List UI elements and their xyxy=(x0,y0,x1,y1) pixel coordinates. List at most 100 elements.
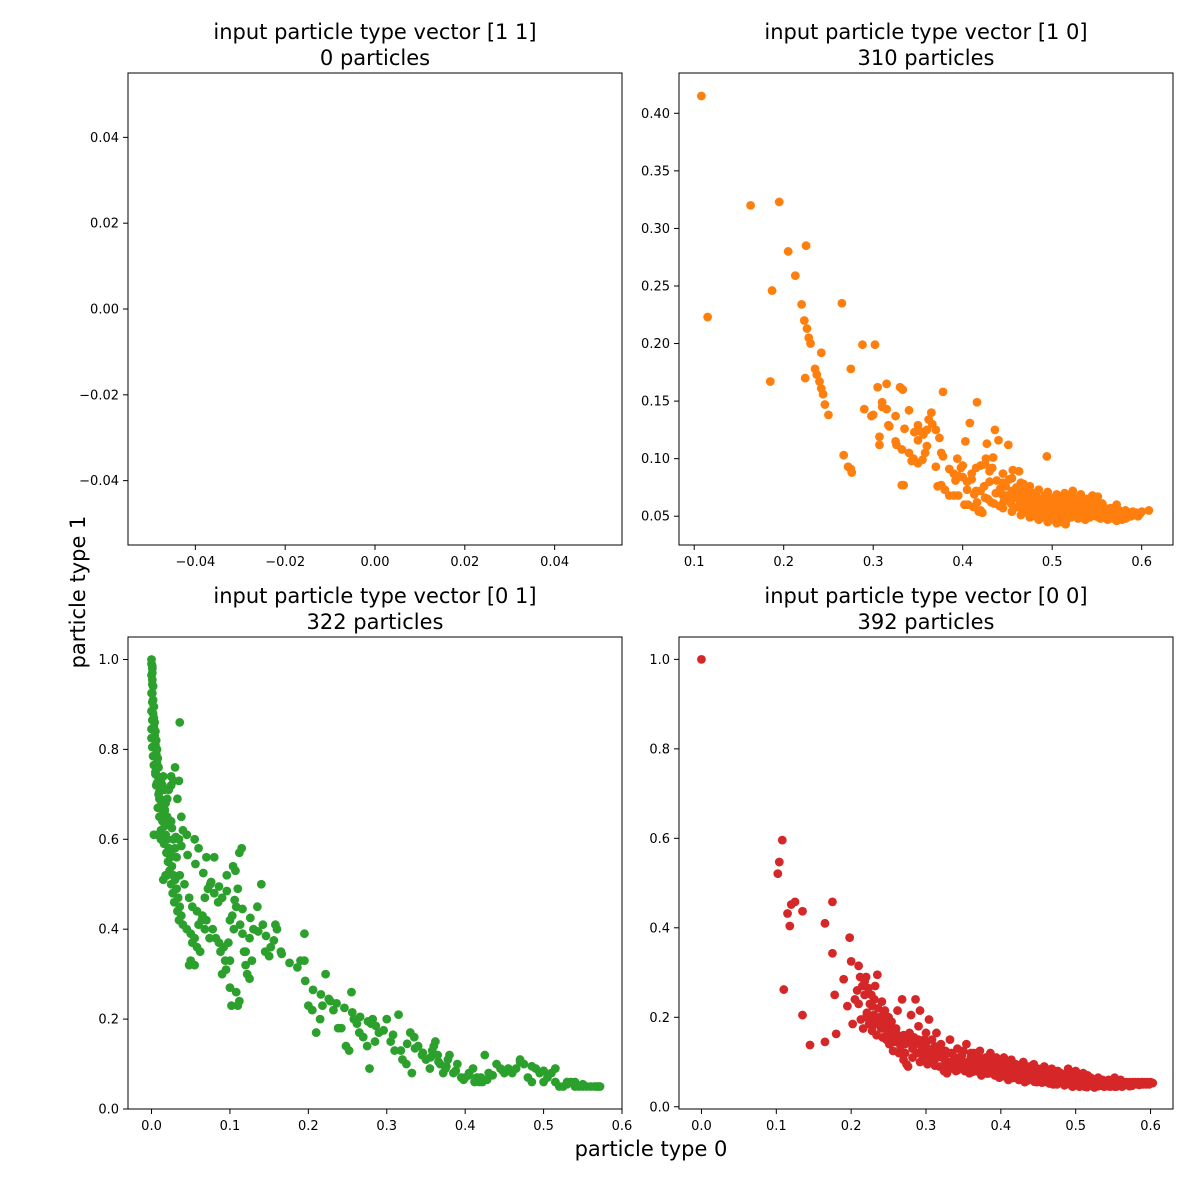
x-tick-label: 0.2 xyxy=(298,1119,319,1134)
y-tick-label: 0.05 xyxy=(641,510,670,525)
scatter-point xyxy=(214,882,224,891)
scatter-point xyxy=(1061,519,1071,529)
scatter-point xyxy=(272,924,282,934)
scatter-point xyxy=(527,1061,537,1071)
scatter-point xyxy=(221,965,231,975)
scatter-point xyxy=(1079,496,1088,506)
scatter-point xyxy=(1042,451,1052,461)
scatter-point xyxy=(266,942,276,952)
scatter-point xyxy=(147,724,156,734)
x-tick-label: 0.4 xyxy=(455,1119,476,1134)
scatter-point xyxy=(805,1040,815,1050)
scatter-point xyxy=(1057,1078,1067,1087)
scatter-point xyxy=(158,771,168,781)
scatter-point xyxy=(870,981,880,991)
scatter-point xyxy=(347,987,356,997)
scatter-point xyxy=(194,843,203,853)
scatter-point xyxy=(977,508,987,518)
scatter-point xyxy=(875,432,884,442)
scatter-point xyxy=(527,1077,537,1087)
y-tick-label: −0.02 xyxy=(79,388,119,403)
scatter-point xyxy=(906,1010,916,1020)
scatter-point xyxy=(945,1064,955,1074)
scatter-point xyxy=(329,1005,338,1015)
scatter-point xyxy=(962,477,972,487)
scatter-point xyxy=(1123,508,1133,518)
scatter-point xyxy=(409,1032,419,1042)
scatter-point xyxy=(1132,510,1142,520)
y-tick-label: 0.40 xyxy=(641,107,670,122)
y-tick-label: 0.0 xyxy=(98,1103,119,1118)
scatter-point xyxy=(915,1006,925,1015)
scatter-point xyxy=(1016,510,1026,520)
scatter-point xyxy=(944,1048,953,1058)
scatter-point xyxy=(1007,1059,1017,1069)
scatter-series xyxy=(147,655,605,1091)
scatter-point xyxy=(1015,1061,1024,1070)
scatter-point xyxy=(1065,1079,1075,1088)
y-tick-label: 0.2 xyxy=(649,1011,670,1026)
scatter-point xyxy=(697,654,706,664)
scatter-point xyxy=(1052,1068,1062,1078)
scatter-point xyxy=(225,983,235,993)
scatter-point xyxy=(1144,506,1154,515)
scatter-point xyxy=(382,1014,392,1024)
x-tick-label: 0.4 xyxy=(952,555,973,570)
scatter-point xyxy=(854,999,864,1009)
scatter-point xyxy=(913,435,923,445)
x-tick-label: 0.5 xyxy=(1065,1119,1086,1134)
scatter-point xyxy=(147,679,157,689)
scatter-point xyxy=(820,400,830,409)
scatter-point xyxy=(1095,1081,1105,1091)
scatter-point xyxy=(1067,507,1077,517)
scatter-point xyxy=(285,958,294,968)
scatter-point xyxy=(867,411,876,421)
scatter-point xyxy=(410,1043,420,1053)
y-tick-label: 0.20 xyxy=(641,337,670,352)
scatter-point xyxy=(390,1046,399,1055)
x-tick-label: 0.2 xyxy=(841,1119,862,1134)
scatter-point xyxy=(962,1039,971,1049)
scatter-point xyxy=(1134,1080,1144,1090)
scatter-point xyxy=(938,387,948,397)
scatter-point xyxy=(468,1064,478,1073)
panel-title-line-2: 310 particles xyxy=(858,46,995,70)
scatter-point xyxy=(318,1001,327,1011)
panel-title-line-1: input particle type vector [1 0] xyxy=(764,20,1087,44)
scatter-point xyxy=(459,1075,469,1085)
scatter-point xyxy=(163,814,173,824)
scatter-point xyxy=(300,956,309,966)
scatter-point xyxy=(990,1070,1000,1079)
scatter-point xyxy=(190,834,200,844)
scatter-point xyxy=(365,1064,374,1073)
x-tick-label: 0.6 xyxy=(612,1119,633,1134)
scatter-point xyxy=(445,1050,454,1060)
scatter-point xyxy=(972,498,982,507)
scatter-point xyxy=(324,994,334,1004)
x-tick-label: 0.6 xyxy=(1131,555,1152,570)
scatter-point xyxy=(170,762,180,772)
scatter-point xyxy=(917,1048,927,1058)
scatter-point xyxy=(191,859,200,869)
scatter-point xyxy=(241,947,251,957)
scatter-point xyxy=(847,468,857,477)
x-tick-label: 0.00 xyxy=(361,555,390,570)
x-tick-label: 0.3 xyxy=(376,1119,397,1134)
scatter-point xyxy=(859,404,869,414)
scatter-point xyxy=(1016,478,1026,488)
scatter-point xyxy=(869,994,879,1004)
y-tick-label: 0.6 xyxy=(649,832,670,847)
scatter-point xyxy=(992,1057,1002,1067)
scatter-point xyxy=(307,1005,317,1015)
scatter-point xyxy=(498,1066,508,1076)
scatter-point xyxy=(1114,506,1124,515)
scatter-point xyxy=(253,927,263,936)
scatter-point xyxy=(147,688,156,698)
scatter-point xyxy=(783,909,792,918)
scatter-point xyxy=(245,933,254,943)
scatter-point xyxy=(947,1057,957,1067)
scatter-point xyxy=(1076,509,1086,519)
scatter-point xyxy=(1093,492,1103,502)
scatter-point xyxy=(222,870,232,880)
scatter-point xyxy=(237,843,247,853)
